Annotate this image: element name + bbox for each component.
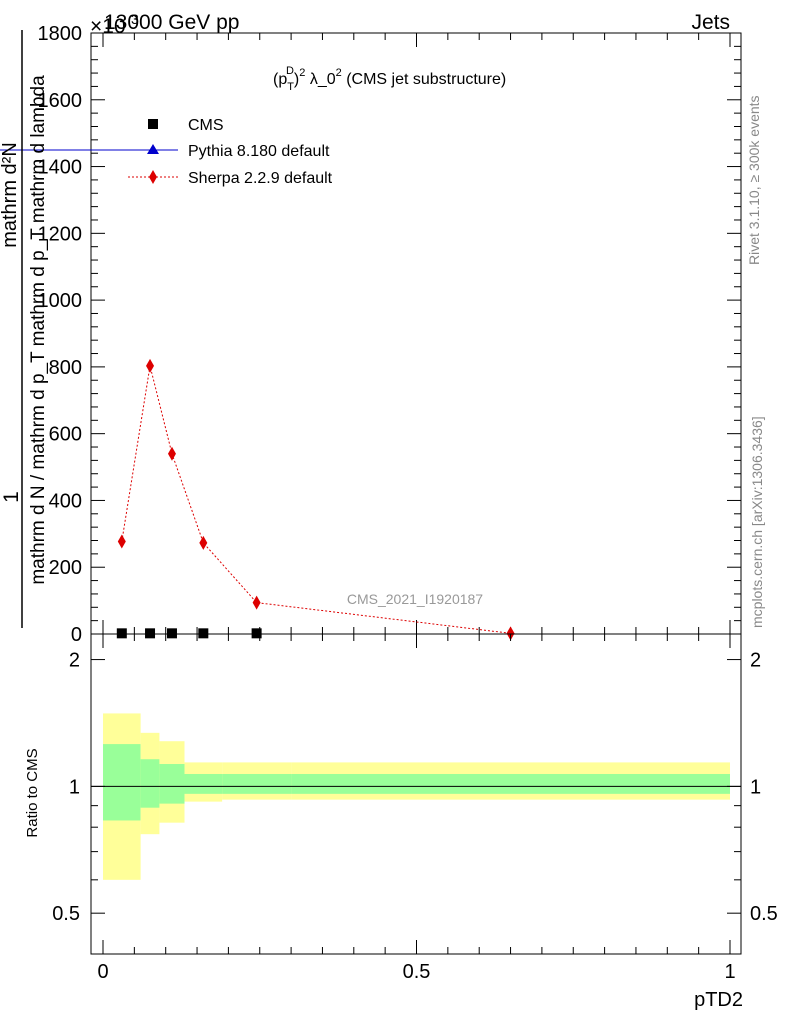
- watermark: CMS_2021_I1920187: [347, 591, 483, 607]
- cms-point: [251, 628, 262, 639]
- ratio-x-tick-label: 0: [97, 961, 108, 983]
- legend: CMS Pythia 8.180 default Sherpa 2.2.9 de…: [0, 117, 333, 187]
- legend-cms-marker: [148, 119, 158, 129]
- main-y-tick-label: 800: [49, 357, 82, 379]
- y-exponent: 3: [131, 11, 139, 27]
- mcplots-label: mcplots.cern.ch [arXiv:1306.3436]: [749, 416, 765, 628]
- cms-point: [116, 628, 127, 639]
- y-exponent-prefix: ×10: [90, 15, 126, 38]
- ratio-y-tick-label-left: 0.5: [52, 903, 80, 925]
- ratio-y-axis: 0.5 0.5 1 1 2 2: [52, 650, 778, 926]
- ratio-band-green: [140, 759, 160, 808]
- header-right: Jets: [691, 11, 730, 34]
- header-left: 13000 GeV pp: [104, 11, 239, 34]
- main-series-layer: [116, 358, 515, 641]
- ratio-bands: [103, 713, 730, 880]
- ratio-band-green: [103, 744, 141, 821]
- ratio-y-tick-label-left: 2: [69, 650, 80, 672]
- main-y-tick-label: 200: [49, 557, 82, 579]
- main-y-tick-label: 600: [49, 424, 82, 446]
- sherpa-point: [167, 446, 176, 461]
- title-sup-d: D: [286, 65, 294, 77]
- title-lambda: λ_0: [305, 71, 335, 88]
- rivet-label: Rivet 3.1.10, ≥ 300k events: [746, 95, 762, 265]
- ratio-y-tick-label-right: 0.5: [750, 903, 778, 925]
- main-y-tick-label: 1000: [38, 290, 83, 312]
- legend-pythia-label: Pythia 8.180 default: [188, 143, 330, 160]
- title-sq2: 2: [336, 67, 342, 79]
- legend-sherpa-label: Sherpa 2.2.9 default: [188, 170, 333, 187]
- title-close: ): [294, 71, 299, 88]
- ratio-band-green: [159, 764, 185, 804]
- plot-title: (pTD)2 λ_02 (CMS jet substructure): [273, 65, 506, 93]
- y-label-den: mathrm d N / mathrm d p_T mathrm d p_T m…: [28, 75, 49, 585]
- main-y-tick-label: 1800: [38, 23, 83, 45]
- title-sub-t: T: [287, 81, 294, 93]
- ratio-y-tick-label-left: 1: [69, 776, 80, 798]
- main-y-axis: 0 200 400 600 800 1000 1200 1400 1600 1800: [38, 23, 741, 646]
- cms-point: [166, 628, 177, 639]
- ratio-x-axis: 0 0.5 1: [97, 634, 736, 983]
- legend-pythia-marker: [147, 144, 159, 154]
- legend-cms-label: CMS: [188, 117, 224, 134]
- ratio-band-green: [291, 773, 730, 794]
- ratio-y-tick-label-right: 1: [750, 776, 761, 798]
- main-y-tick-label: 1600: [38, 90, 83, 112]
- ratio-x-tick-label: 1: [724, 961, 735, 983]
- ratio-band-green: [222, 773, 292, 794]
- legend-sherpa-marker: [149, 170, 157, 184]
- y-label-numerator: 1: [0, 491, 23, 503]
- title-p: (p: [273, 71, 287, 88]
- sherpa-line: [121, 365, 511, 634]
- main-y-tick-label: 400: [49, 490, 82, 512]
- ratio-panel: 0.5 0.51 12 2 0 0.5 1 Ratio to CMS pTD2: [24, 633, 778, 1011]
- cms-point: [198, 628, 209, 639]
- cms-point: [145, 628, 156, 639]
- main-y-tick-label: 1400: [38, 157, 83, 179]
- main-y-tick-label: 1200: [38, 223, 83, 245]
- sherpa-point: [199, 535, 208, 550]
- ratio-y-label: Ratio to CMS: [24, 748, 41, 837]
- sherpa-point: [146, 358, 155, 373]
- y-label-num: mathrm d²N: [0, 142, 21, 248]
- main-x-axis: [102, 33, 731, 634]
- sherpa-point: [506, 626, 515, 641]
- ratio-y-tick-label-right: 2: [750, 650, 761, 672]
- ratio-band-green: [184, 773, 223, 794]
- main-y-label: 1 mathrm d²N mathrm d N / mathrm d p_T m…: [0, 30, 49, 628]
- sherpa-point: [252, 595, 261, 610]
- main-y-tick-label: 0: [71, 624, 82, 646]
- title-sq: 2: [299, 67, 305, 79]
- ratio-x-tick-label: 0.5: [403, 961, 431, 983]
- x-axis-label: pTD2: [694, 989, 743, 1011]
- sherpa-point: [117, 534, 126, 549]
- title-rest: (CMS jet substructure): [342, 71, 506, 88]
